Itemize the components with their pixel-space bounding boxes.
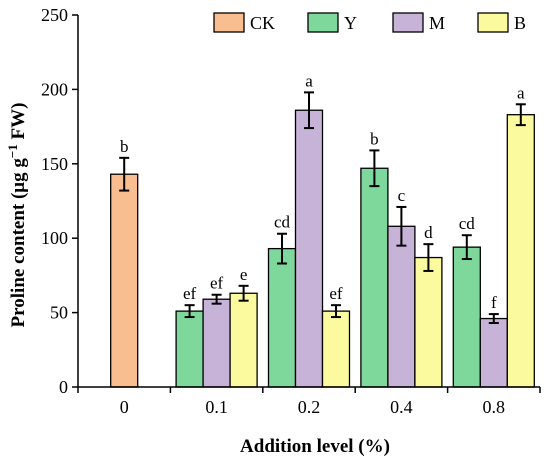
significance-label-B-0.8: a bbox=[517, 83, 525, 102]
bar-M-0.8 bbox=[479, 317, 508, 388]
x-tick-label-0.2: 0.2 bbox=[298, 397, 321, 417]
x-axis-label: Addition level (%) bbox=[240, 436, 390, 457]
x-tick-label-0.8: 0.8 bbox=[483, 397, 506, 417]
bar-M-0.2 bbox=[294, 109, 324, 388]
legend: CK Y M B bbox=[213, 12, 526, 33]
legend-swatch-CK bbox=[213, 12, 245, 33]
significance-label-M-0.4: c bbox=[398, 186, 406, 205]
y-tick-label-0: 0 bbox=[59, 377, 68, 397]
bar-B-0.8 bbox=[506, 114, 535, 388]
legend-swatch-Y bbox=[307, 12, 339, 33]
x-tick-label-0.1: 0.1 bbox=[205, 397, 228, 417]
x-tick-label-0.4: 0.4 bbox=[390, 397, 413, 417]
bar-Y-0.2 bbox=[267, 247, 297, 388]
y-tick-label-200: 200 bbox=[41, 79, 68, 99]
significance-label-CK-0: b bbox=[120, 137, 129, 156]
y-tick-label-150: 150 bbox=[41, 154, 68, 174]
x-tick-label-0: 0 bbox=[120, 397, 129, 417]
y-tick-label-100: 100 bbox=[41, 228, 68, 248]
y-axis-label-tail: FW) bbox=[8, 103, 29, 145]
axes-layer: 0 50 100 150 200 250 0 0.1 0.2 0.4 0.8 bbox=[41, 5, 541, 417]
legend-label-Y: Y bbox=[344, 13, 357, 33]
y-tick-label-250: 250 bbox=[41, 5, 68, 25]
bar-B-0.1 bbox=[229, 292, 258, 388]
bar-Y-0.1 bbox=[175, 310, 204, 388]
significance-label-B-0.2: ef bbox=[329, 284, 343, 303]
significance-label-M-0.8: f bbox=[491, 293, 497, 312]
significance-label-M-0.1: ef bbox=[210, 274, 224, 293]
bar-M-0.1 bbox=[202, 298, 231, 388]
bar-M-0.4 bbox=[387, 225, 416, 388]
bar-B-0.4 bbox=[414, 256, 443, 388]
y-axis-label-main: Proline content (μg g bbox=[8, 158, 29, 328]
significance-label-Y-0.8: cd bbox=[459, 214, 476, 233]
significance-label-B-0.1: e bbox=[240, 265, 248, 284]
legend-swatch-M bbox=[392, 12, 424, 33]
legend-label-B: B bbox=[514, 13, 526, 33]
legend-label-CK: CK bbox=[250, 13, 275, 33]
legend-swatch-B bbox=[477, 12, 509, 33]
y-tick-label-50: 50 bbox=[50, 303, 68, 323]
bar-B-0.2 bbox=[321, 310, 351, 388]
y-axis-label-exponent: −1 bbox=[5, 144, 20, 158]
legend-label-M: M bbox=[429, 13, 445, 33]
bar-CK-0 bbox=[110, 173, 139, 388]
significance-label-Y-0.4: b bbox=[370, 129, 379, 148]
significance-label-Y-0.2: cd bbox=[274, 213, 291, 232]
y-axis-label: Proline content (μg g−1 FW) bbox=[5, 103, 29, 328]
bar-Y-0.4 bbox=[360, 167, 389, 388]
significance-label-B-0.4: d bbox=[424, 223, 433, 242]
bar-Y-0.8 bbox=[452, 246, 481, 388]
significance-label-Y-0.1: ef bbox=[183, 284, 197, 303]
significance-label-M-0.2: a bbox=[305, 71, 313, 90]
